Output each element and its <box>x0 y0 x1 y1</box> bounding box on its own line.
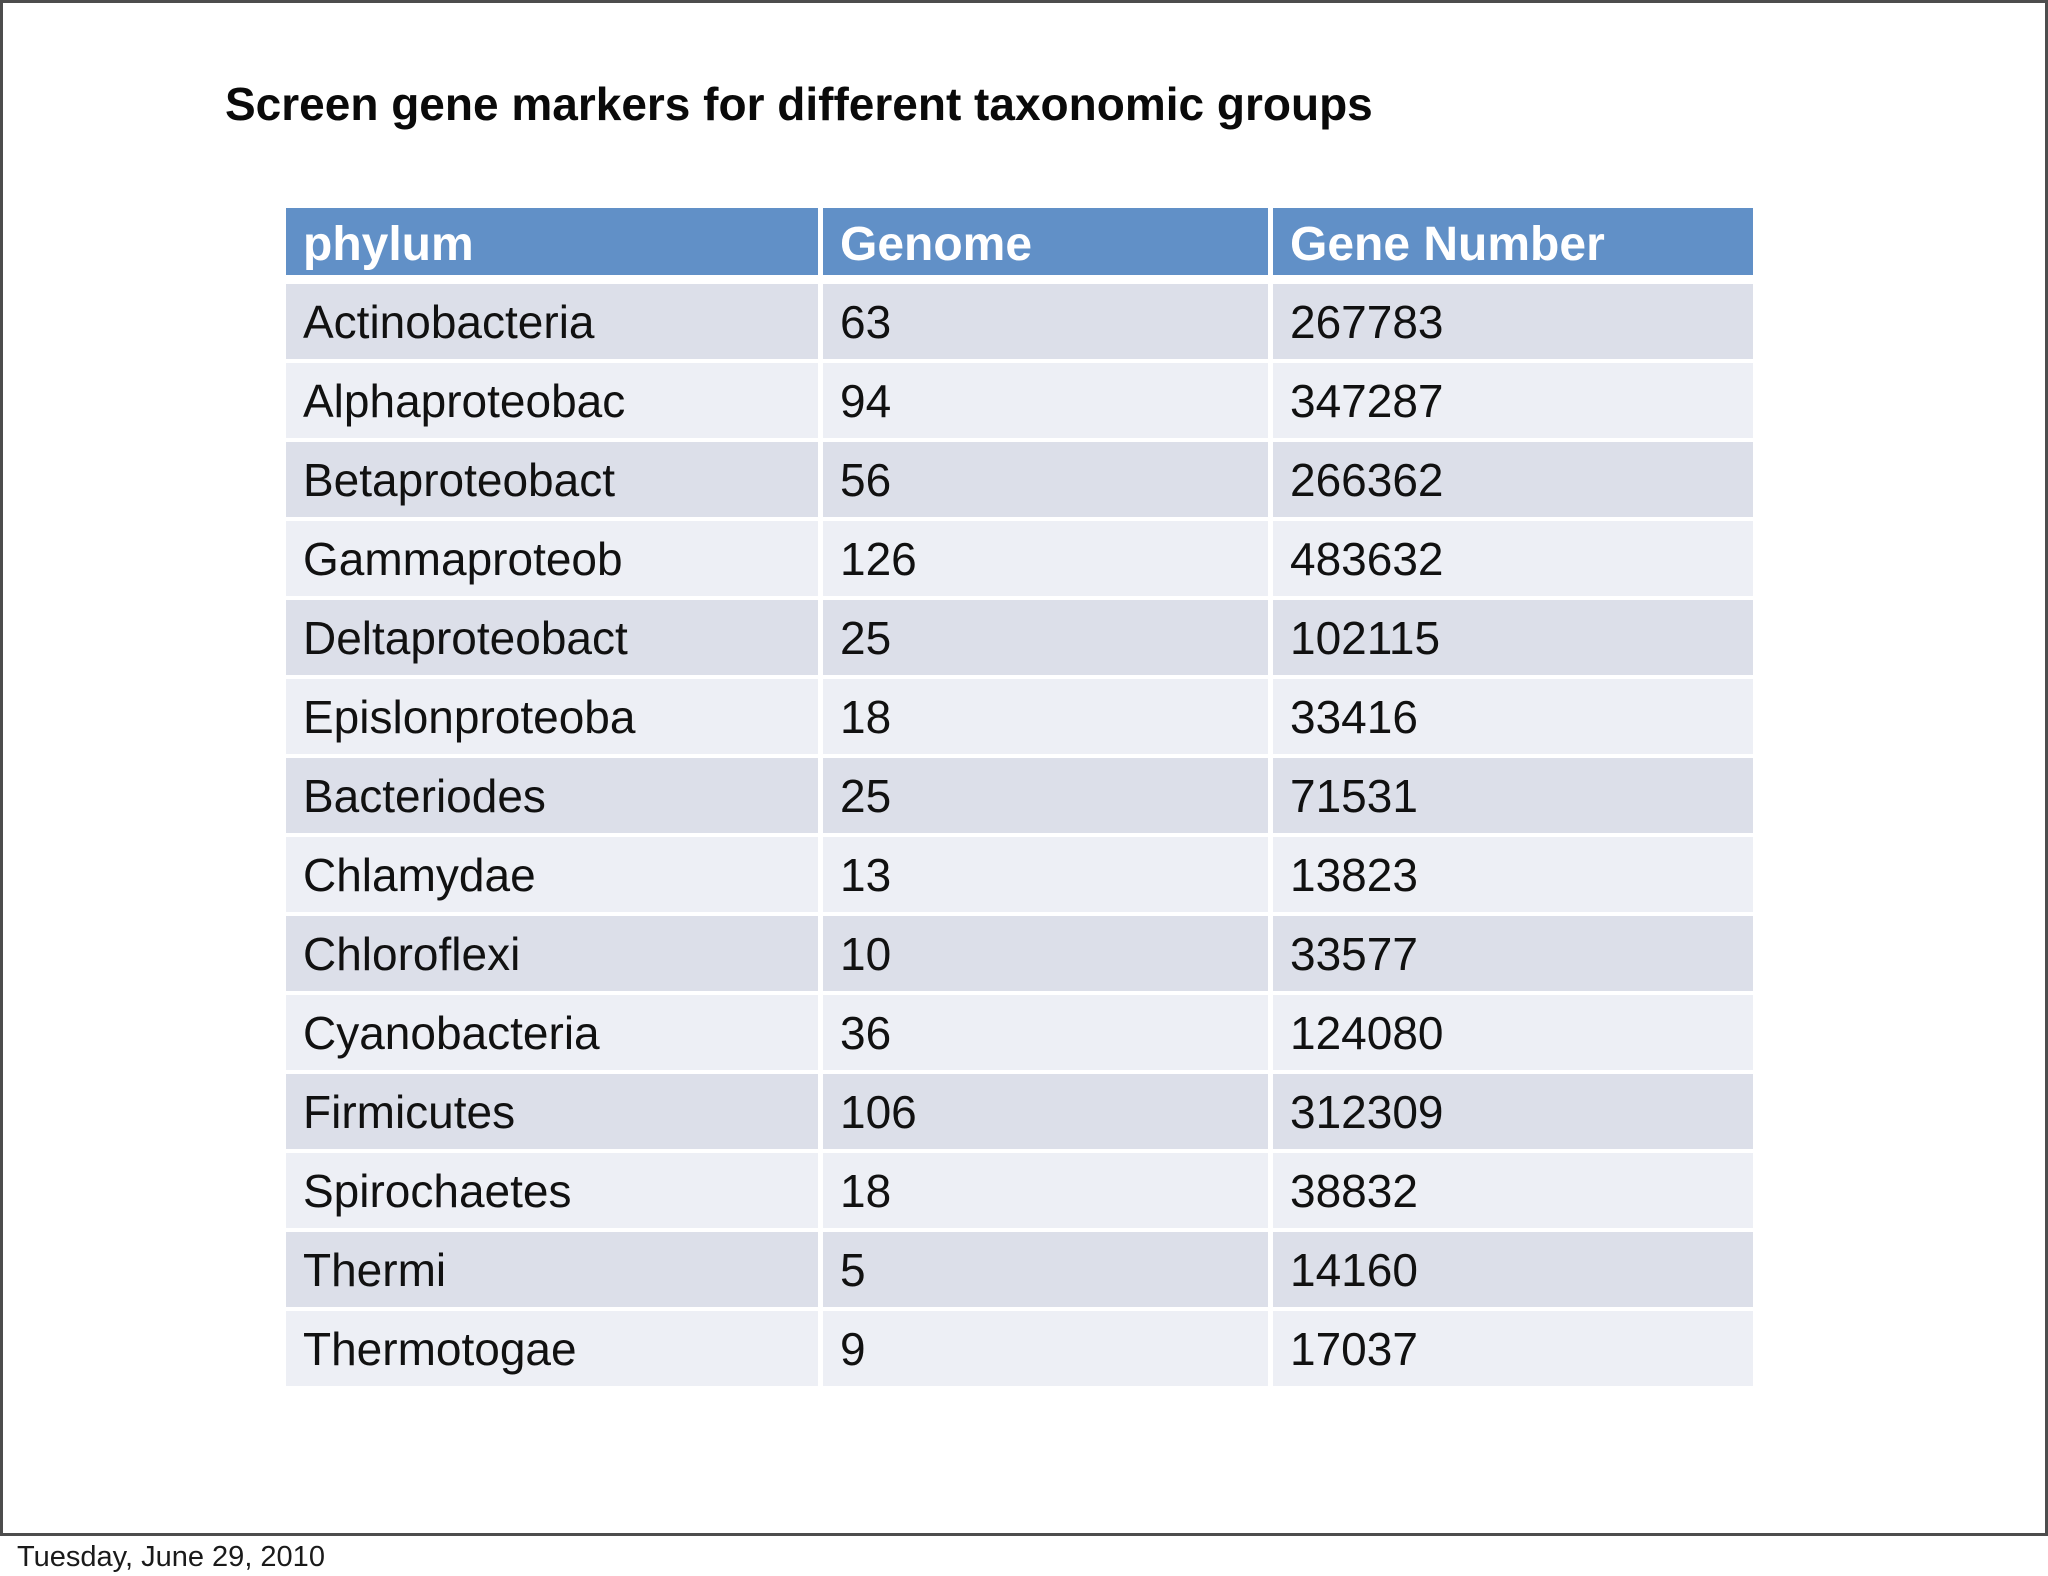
table-row: Cyanobacteria 36 124080 <box>286 995 1753 1074</box>
cell-genome: 9 <box>823 1311 1273 1390</box>
cell-phylum: Alphaproteobac <box>286 363 823 442</box>
cell-genome: 56 <box>823 442 1273 521</box>
cell-phylum: Actinobacteria <box>286 284 823 363</box>
column-header-phylum: phylum <box>286 208 823 284</box>
table-row: Firmicutes 106 312309 <box>286 1074 1753 1153</box>
cell-gene-number: 266362 <box>1273 442 1753 521</box>
table-row: Spirochaetes 18 38832 <box>286 1153 1753 1232</box>
cell-gene-number: 33577 <box>1273 916 1753 995</box>
table-row: Thermi 5 14160 <box>286 1232 1753 1311</box>
table-row: Actinobacteria 63 267783 <box>286 284 1753 363</box>
table-body: Actinobacteria 63 267783 Alphaproteobac 94 34… <box>286 284 1753 1390</box>
table-row: Chloroflexi 10 33577 <box>286 916 1753 995</box>
cell-gene-number: 13823 <box>1273 837 1753 916</box>
cell-phylum: Spirochaetes <box>286 1153 823 1232</box>
table-row: Chlamydae 13 13823 <box>286 837 1753 916</box>
cell-genome: 36 <box>823 995 1273 1074</box>
cell-phylum: Epislonproteoba <box>286 679 823 758</box>
slide-title: Screen gene markers for different taxono… <box>225 78 1373 130</box>
cell-gene-number: 14160 <box>1273 1232 1753 1311</box>
cell-genome: 13 <box>823 837 1273 916</box>
table-row: Epislonproteoba 18 33416 <box>286 679 1753 758</box>
table-row: Deltaproteobact 25 102115 <box>286 600 1753 679</box>
cell-genome: 94 <box>823 363 1273 442</box>
table-row: Alphaproteobac 94 347287 <box>286 363 1753 442</box>
cell-gene-number: 312309 <box>1273 1074 1753 1153</box>
cell-gene-number: 124080 <box>1273 995 1753 1074</box>
cell-phylum: Thermi <box>286 1232 823 1311</box>
table-header: phylum Genome Gene Number <box>286 208 1753 284</box>
cell-genome: 106 <box>823 1074 1273 1153</box>
cell-phylum: Chlamydae <box>286 837 823 916</box>
cell-gene-number: 17037 <box>1273 1311 1753 1390</box>
table-row: Bacteriodes 25 71531 <box>286 758 1753 837</box>
cell-phylum: Thermotogae <box>286 1311 823 1390</box>
cell-phylum: Deltaproteobact <box>286 600 823 679</box>
cell-gene-number: 33416 <box>1273 679 1753 758</box>
gene-markers-table: phylum Genome Gene Number Actinobacteria… <box>286 208 1753 1390</box>
cell-gene-number: 102115 <box>1273 600 1753 679</box>
cell-phylum: Bacteriodes <box>286 758 823 837</box>
cell-phylum: Betaproteobact <box>286 442 823 521</box>
cell-genome: 10 <box>823 916 1273 995</box>
cell-genome: 25 <box>823 600 1273 679</box>
cell-genome: 5 <box>823 1232 1273 1311</box>
cell-genome: 25 <box>823 758 1273 837</box>
footer-date: Tuesday, June 29, 2010 <box>17 1541 325 1573</box>
cell-gene-number: 267783 <box>1273 284 1753 363</box>
table-row: Thermotogae 9 17037 <box>286 1311 1753 1390</box>
cell-genome: 18 <box>823 679 1273 758</box>
table-header-row: phylum Genome Gene Number <box>286 208 1753 284</box>
cell-phylum: Chloroflexi <box>286 916 823 995</box>
cell-phylum: Gammaproteob <box>286 521 823 600</box>
cell-phylum: Firmicutes <box>286 1074 823 1153</box>
cell-gene-number: 483632 <box>1273 521 1753 600</box>
cell-genome: 63 <box>823 284 1273 363</box>
table-row: Gammaproteob 126 483632 <box>286 521 1753 600</box>
cell-gene-number: 347287 <box>1273 363 1753 442</box>
cell-gene-number: 71531 <box>1273 758 1753 837</box>
column-header-gene-number: Gene Number <box>1273 208 1753 284</box>
cell-genome: 18 <box>823 1153 1273 1232</box>
slide-canvas: Screen gene markers for different taxono… <box>0 0 2048 1536</box>
cell-phylum: Cyanobacteria <box>286 995 823 1074</box>
cell-gene-number: 38832 <box>1273 1153 1753 1232</box>
column-header-genome: Genome <box>823 208 1273 284</box>
cell-genome: 126 <box>823 521 1273 600</box>
table-row: Betaproteobact 56 266362 <box>286 442 1753 521</box>
